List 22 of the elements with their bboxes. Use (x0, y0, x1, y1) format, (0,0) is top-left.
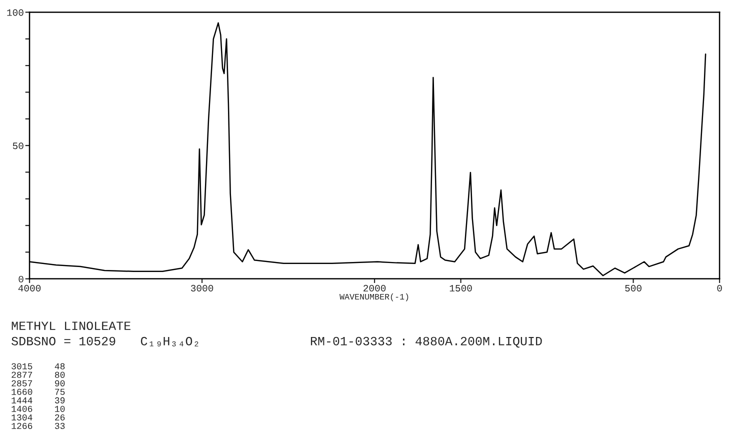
text: SDBSNO = 10529 (12, 336, 116, 346)
text: 1444 39 (12, 397, 65, 404)
text: RM-01-03333 : 4880A.200M.LIQUID (310, 336, 542, 348)
text: 1406 10 (12, 406, 65, 412)
x-tick-label: 500 (625, 284, 642, 292)
x-tick-label: 0 (717, 284, 722, 292)
text: 3015 48 (12, 363, 65, 370)
y-tick-label: 50 (12, 142, 24, 150)
x-tick-label: 1500 (450, 284, 472, 292)
text: METHYL LINOLEATE (12, 322, 130, 330)
y-tick-label: 0 (18, 276, 24, 282)
text: 1660 75 (12, 388, 65, 395)
text: 1266 33 (12, 422, 65, 430)
x-tick-label: 2000 (364, 284, 386, 292)
text: 1304 26 (12, 414, 65, 420)
x-tick-label: 3000 (190, 284, 214, 292)
text: C₁₉H₃₄O₂ (140, 336, 198, 346)
x-tick-label: 4000 (18, 284, 41, 292)
text: 2857 90 (12, 380, 65, 386)
y-tick-label: 100 (7, 9, 24, 16)
text: 2877 80 (12, 372, 65, 378)
x-axis-title: WAVENUMBER(-1) (340, 293, 408, 302)
